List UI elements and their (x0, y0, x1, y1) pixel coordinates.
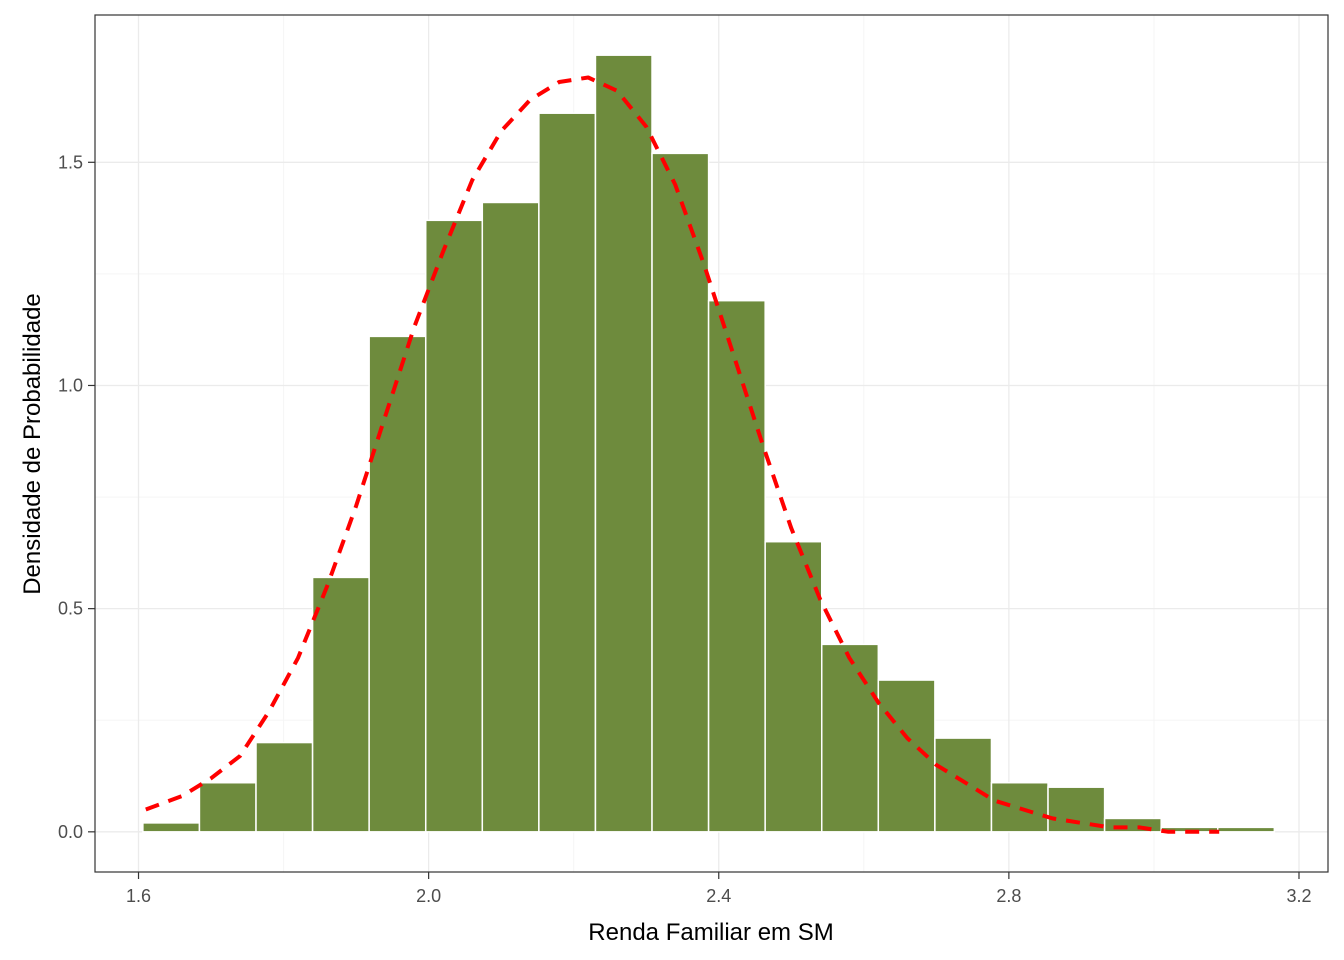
x-tick-label: 2.4 (706, 886, 731, 906)
histogram-bar (594, 54, 653, 833)
histogram-bar (424, 219, 484, 833)
histogram-bar (481, 201, 540, 833)
axis-ticks (88, 161, 1300, 879)
histogram-bar (764, 540, 823, 833)
density-line (145, 75, 1220, 834)
histogram-bar (1103, 817, 1162, 833)
histogram-bar (142, 822, 201, 833)
y-tick-label: 0.5 (58, 599, 83, 619)
histogram-bar (198, 781, 257, 833)
x-tick-label: 2.0 (416, 886, 441, 906)
histogram-bars (142, 54, 1276, 833)
histogram-bar (820, 643, 880, 833)
y-tick-label: 1.5 (58, 152, 83, 172)
histogram-bar (368, 335, 427, 833)
histogram-bar (538, 112, 597, 833)
histogram-bar (651, 152, 710, 833)
y-tick-label: 1.0 (58, 375, 83, 395)
x-tick-label: 1.6 (126, 886, 151, 906)
histogram-bar (934, 737, 993, 833)
panel-border (94, 14, 1329, 873)
x-tick-label: 2.8 (996, 886, 1021, 906)
histogram-bar (1217, 826, 1276, 833)
histogram-bar (255, 741, 314, 833)
x-axis-title: Renda Familiar em SM (588, 919, 833, 946)
y-axis-tick-labels: 0.0 0.5 1.0 1.5 (58, 152, 83, 842)
histogram-bar (311, 576, 370, 833)
density-curve (145, 75, 1220, 834)
histogram-bar (707, 299, 766, 833)
y-tick-label: 0.0 (58, 822, 83, 842)
histogram-bar (990, 781, 1049, 833)
x-tick-label: 3.2 (1286, 886, 1311, 906)
y-axis-title: Densidade de Probabilidade (19, 293, 46, 595)
x-axis-tick-labels: 1.6 2.0 2.4 2.8 3.2 (126, 886, 1312, 906)
